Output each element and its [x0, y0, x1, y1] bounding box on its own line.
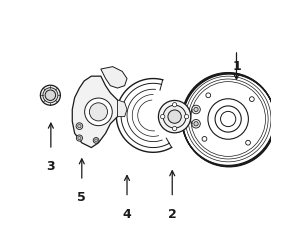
Circle shape [246, 140, 250, 145]
Circle shape [194, 107, 198, 112]
Text: 5: 5 [78, 191, 86, 204]
Circle shape [45, 90, 56, 100]
Circle shape [76, 135, 82, 141]
Circle shape [184, 114, 189, 119]
Circle shape [43, 88, 58, 103]
Circle shape [78, 124, 81, 128]
Circle shape [89, 103, 108, 121]
Circle shape [250, 97, 254, 101]
Circle shape [206, 93, 211, 98]
Circle shape [76, 123, 83, 129]
Text: 2: 2 [168, 208, 177, 221]
Circle shape [161, 114, 165, 119]
Circle shape [172, 126, 177, 131]
Text: 4: 4 [123, 208, 131, 221]
Circle shape [202, 137, 207, 141]
Text: 3: 3 [47, 160, 55, 173]
Circle shape [78, 137, 81, 139]
Circle shape [192, 105, 200, 114]
Circle shape [93, 138, 99, 143]
Polygon shape [72, 76, 120, 148]
Circle shape [194, 122, 198, 126]
Polygon shape [101, 67, 127, 88]
Circle shape [40, 85, 60, 105]
Circle shape [95, 139, 98, 142]
Polygon shape [117, 100, 127, 117]
Text: 1: 1 [232, 60, 241, 73]
Circle shape [158, 100, 191, 133]
Circle shape [172, 103, 177, 107]
Circle shape [85, 98, 112, 126]
Circle shape [192, 119, 200, 128]
Circle shape [163, 105, 186, 128]
Circle shape [168, 110, 181, 123]
Circle shape [220, 111, 236, 127]
